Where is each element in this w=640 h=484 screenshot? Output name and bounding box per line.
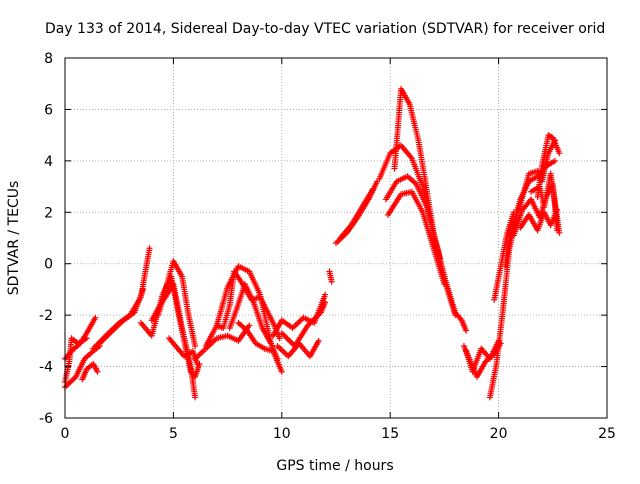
series-track-aa	[463, 337, 502, 375]
y-tick-label: 8	[44, 51, 53, 67]
data-point	[369, 186, 376, 193]
data-point	[276, 335, 283, 342]
y-tick-label: 2	[44, 205, 53, 221]
data-point	[463, 327, 470, 334]
series-track-x	[385, 188, 448, 288]
data-point	[437, 255, 444, 262]
series-track-ah	[528, 170, 563, 236]
series-track-i	[155, 258, 199, 349]
series-track-y	[391, 85, 444, 262]
data-point	[94, 368, 101, 375]
series-track-r	[278, 299, 329, 349]
x-tick-label: 10	[273, 426, 291, 442]
data-point	[441, 281, 448, 288]
series-track-o	[235, 319, 285, 375]
y-tick-label: -6	[39, 411, 53, 427]
data-points-layer	[62, 85, 563, 401]
data-point	[556, 150, 563, 157]
data-point	[315, 337, 322, 344]
data-point	[328, 278, 335, 285]
data-point	[246, 322, 253, 329]
data-point	[140, 286, 147, 293]
data-point	[194, 361, 201, 367]
grid-layer	[65, 58, 607, 418]
data-point	[287, 338, 294, 345]
data-point	[192, 394, 199, 401]
data-point	[283, 334, 290, 341]
axis-layer: 0 5 10 15 20 25 -6 -4 -2 0 2 4 6 8	[39, 51, 616, 442]
y-tick-label: 6	[44, 102, 53, 118]
x-tick-label: 15	[381, 426, 399, 442]
data-point	[83, 335, 90, 342]
series-track-s	[326, 268, 335, 285]
x-tick-label: 20	[490, 426, 508, 442]
series-track-ab	[486, 217, 519, 401]
x-tick-label: 0	[61, 426, 70, 442]
x-tick-label: 5	[169, 426, 178, 442]
y-tick-label: -4	[39, 360, 53, 376]
series-track-ai	[534, 132, 563, 200]
data-point	[556, 229, 563, 236]
series-track-e	[90, 245, 153, 352]
series-track-c	[62, 343, 103, 391]
y-tick-label: 4	[44, 154, 53, 170]
chart-title: Day 133 of 2014, Sidereal Day-to-day VTE…	[45, 21, 605, 37]
data-point	[322, 291, 329, 298]
series-track-d	[79, 361, 101, 383]
data-point	[146, 245, 153, 252]
series-track-f	[96, 286, 147, 347]
x-axis-label: GPS time / hours	[276, 458, 393, 474]
y-tick-label: -2	[39, 308, 53, 324]
data-point	[551, 157, 558, 164]
data-point	[452, 312, 459, 319]
plot-frame	[64, 57, 608, 419]
data-point	[286, 337, 293, 344]
series-track-w	[382, 173, 459, 319]
data-point	[92, 314, 99, 321]
x-tick-label: 25	[598, 426, 616, 442]
y-tick-label: 0	[44, 257, 53, 273]
data-point	[192, 343, 199, 349]
series-track-q	[274, 337, 322, 360]
data-point	[322, 299, 329, 306]
y-axis-label: SDTVAR / TECUs	[6, 181, 22, 296]
data-point	[278, 368, 285, 375]
series-track-ac	[491, 209, 517, 303]
series-track-u	[337, 186, 376, 241]
data-point	[284, 335, 291, 342]
data-point	[278, 330, 285, 337]
